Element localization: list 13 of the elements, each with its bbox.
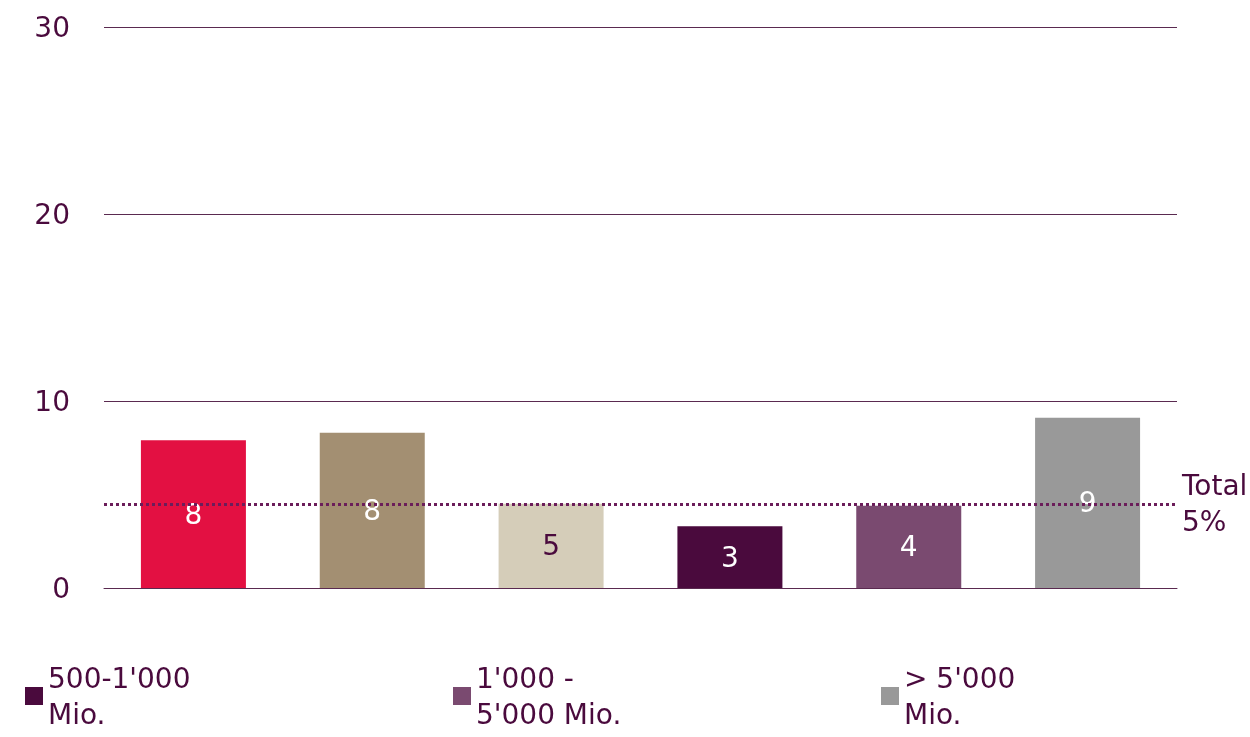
data-label: 9 <box>1078 486 1097 520</box>
data-label: 8 <box>363 493 382 527</box>
legend-label: > 5'000 Mio. <box>904 661 1025 731</box>
legend-label: 500-1'000 Mio. <box>48 661 200 731</box>
y-tick-label: 30 <box>34 10 70 44</box>
ref-line-label: Total 5% <box>1181 469 1250 539</box>
data-label: 5 <box>542 529 560 563</box>
data-label: 4 <box>899 530 918 564</box>
y-tick-label: 10 <box>34 384 70 418</box>
y-tick-label: 20 <box>34 197 70 231</box>
data-label: 3 <box>721 540 739 574</box>
legend-label: 1'000 - 5'000 Mio. <box>476 661 622 731</box>
y-tick-label: 0 <box>52 571 70 605</box>
